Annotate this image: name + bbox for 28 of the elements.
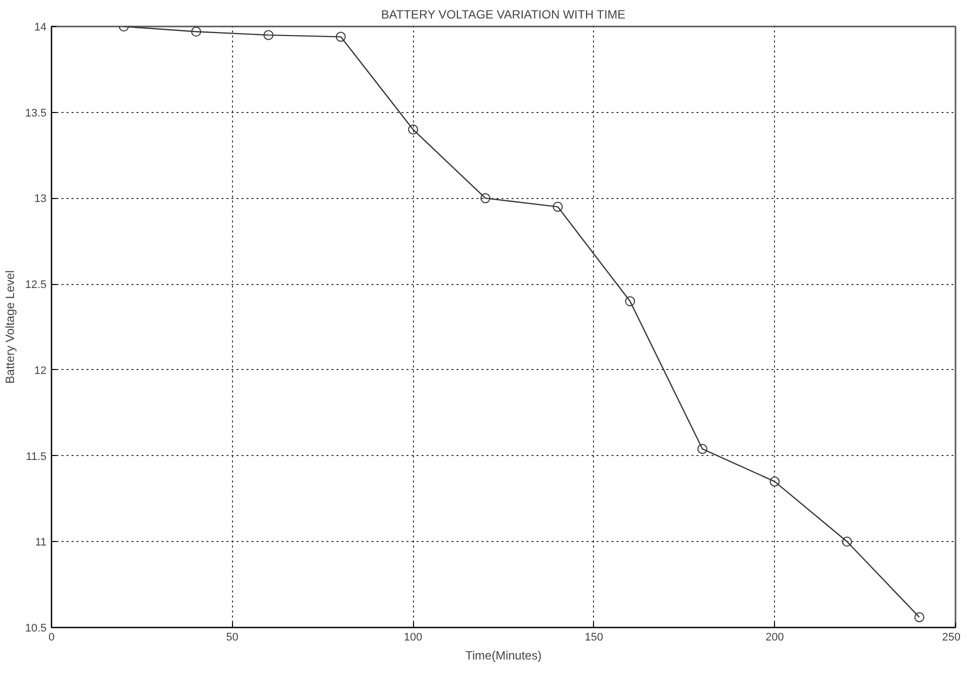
point [625, 296, 636, 306]
y-tick-label: 11.5 [26, 450, 46, 463]
point [263, 30, 274, 40]
x-tick-label: 0 [48, 632, 55, 644]
x-tick-label: 100 [404, 632, 422, 644]
point [480, 193, 490, 204]
x-tick-label: 200 [766, 632, 784, 644]
x-axis-title: Time(Minutes) [465, 648, 542, 662]
y-tick-label: 11 [35, 536, 47, 549]
y-tick-label: 14 [34, 22, 47, 34]
point [408, 124, 418, 135]
point [842, 536, 852, 547]
y-axis-title: Battery Voltage Level [3, 270, 18, 384]
y-tick-label: 12 [34, 364, 47, 377]
x-tick-label: 250 [942, 632, 961, 644]
point [552, 202, 563, 212]
point [191, 26, 202, 37]
x-tick-label: 150 [584, 632, 604, 644]
y-tick-label: 12.5 [25, 279, 47, 292]
point [697, 444, 708, 454]
point [914, 612, 924, 622]
y-tick-label: 13 [34, 193, 47, 206]
y-tick-label: 10.5 [25, 622, 47, 634]
chart-title: BATTERY VOLTAGE VARIATION WITH TIME [381, 8, 626, 22]
point [336, 32, 346, 42]
point [770, 476, 780, 487]
x-tick-label: 50 [226, 632, 238, 644]
y-tick-label: 13.5 [25, 107, 47, 120]
